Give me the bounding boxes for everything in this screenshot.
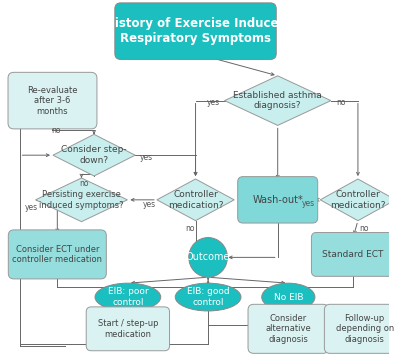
Circle shape: [189, 237, 228, 277]
Text: yes: yes: [206, 98, 220, 107]
Text: Standard ECT: Standard ECT: [322, 250, 384, 259]
Text: yes: yes: [140, 153, 153, 162]
Polygon shape: [320, 179, 396, 221]
FancyBboxPatch shape: [115, 3, 276, 59]
Text: yes: yes: [302, 199, 315, 208]
Text: Re-evaluate
after 3-6
months: Re-evaluate after 3-6 months: [27, 86, 78, 116]
FancyBboxPatch shape: [86, 307, 170, 351]
Text: History of Exercise Induced
Respiratory Symptoms: History of Exercise Induced Respiratory …: [104, 17, 286, 45]
Text: no: no: [80, 180, 89, 188]
Text: EIB: good
control: EIB: good control: [187, 287, 230, 307]
Text: Controller
medication?: Controller medication?: [168, 190, 223, 210]
Text: Controller
medication?: Controller medication?: [330, 190, 386, 210]
Text: Follow-up
depending on
diagnosis: Follow-up depending on diagnosis: [336, 314, 394, 344]
Ellipse shape: [262, 283, 315, 311]
Polygon shape: [157, 179, 234, 221]
Text: Outcome: Outcome: [186, 252, 230, 262]
Polygon shape: [36, 178, 127, 222]
FancyBboxPatch shape: [8, 230, 106, 279]
Text: No EIB: No EIB: [274, 293, 303, 302]
FancyBboxPatch shape: [312, 232, 395, 276]
Text: no: no: [52, 126, 61, 135]
Text: Persisting exercise
induced symptoms?: Persisting exercise induced symptoms?: [39, 190, 124, 210]
FancyBboxPatch shape: [8, 72, 97, 129]
Text: yes: yes: [142, 200, 156, 209]
Ellipse shape: [175, 283, 241, 311]
Text: EIB: poor
control: EIB: poor control: [108, 287, 148, 307]
FancyBboxPatch shape: [324, 304, 400, 353]
FancyBboxPatch shape: [248, 304, 329, 353]
Text: Start / step-up
medication: Start / step-up medication: [98, 319, 158, 338]
Text: no: no: [336, 98, 345, 107]
Text: Wash-out*: Wash-out*: [252, 195, 303, 205]
Text: yes: yes: [25, 203, 38, 212]
Text: Consider
alternative
diagnosis: Consider alternative diagnosis: [266, 314, 311, 344]
Ellipse shape: [95, 283, 161, 311]
Text: no: no: [185, 224, 194, 233]
FancyBboxPatch shape: [238, 177, 318, 223]
Polygon shape: [53, 134, 135, 176]
Text: Consider step-
down?: Consider step- down?: [61, 146, 127, 165]
Text: Established asthma
diagnosis?: Established asthma diagnosis?: [233, 91, 322, 110]
Text: Consider ECT under
controller medication: Consider ECT under controller medication: [12, 245, 102, 264]
Text: no: no: [359, 224, 368, 233]
Polygon shape: [224, 76, 331, 125]
